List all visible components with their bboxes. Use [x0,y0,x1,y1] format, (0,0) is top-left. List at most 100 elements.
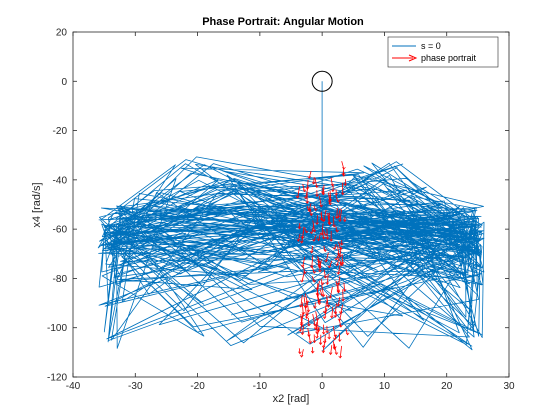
quiver-arrow-head [307,323,311,327]
quiver-arrow [308,332,311,344]
chart-title: Phase Portrait: Angular Motion [202,16,364,28]
y-tick-label: -80 [53,274,68,285]
quiver-arrow-head [307,175,311,179]
quiver-arrow-head [319,204,324,208]
quiver-arrow [317,280,320,290]
y-tick-label: -120 [47,373,67,384]
quiver-arrow-head [339,247,343,251]
start-point-circle [311,70,333,92]
quiver-arrow [312,314,316,327]
quiver-arrow-head [313,306,317,309]
quiver-arrow [320,278,323,285]
quiver-arrow-head [330,183,335,187]
quiver-arrow-head [312,238,316,242]
quiver-arrow [318,232,321,241]
quiver-arrow-head [309,213,314,217]
y-axis-label: x4 [rad/s] [31,182,43,227]
quiver-arrow [308,170,312,179]
quiver-arrow-head [333,337,337,341]
quiver-arrow-head [300,264,305,268]
quiver-arrow [313,177,315,184]
quiver-arrow-head [327,222,332,226]
quiver-arrow [326,297,329,308]
quiver-arrow [337,262,341,275]
quiver-arrow [311,225,315,234]
quiver-arrow-head [318,342,323,346]
quiver-arrow-head [335,229,339,233]
quiver-arrow [307,327,310,337]
quiver-arrow [310,208,312,216]
quiver-arrow [319,259,322,269]
quiver-arrow [316,295,320,305]
quiver-arrow [325,252,329,263]
legend-box [387,36,499,68]
quiver-arrow-head [315,318,320,322]
quiver-arrow [335,226,338,233]
quiver-arrow [336,257,340,266]
quiver-arrow-head [336,271,341,275]
quiver-arrow-head [304,230,309,234]
quiver-arrow-head [338,355,342,359]
quiver-arrow [329,286,333,299]
quiver-arrow-head [325,282,330,285]
quiver-arrow [323,245,326,252]
quiver-arrow [340,304,344,314]
quiver-arrow-head [323,310,327,314]
quiver-arrow-head [297,226,302,230]
quiver-arrow [339,209,342,222]
quiver-arrow-head [336,303,340,307]
quiver-arrow-head [333,314,338,318]
quiver-arrow [341,161,345,170]
legend: s = 0 phase portrait [387,36,499,68]
x-tick-label: 20 [441,381,453,392]
quiver-arrow [324,301,328,314]
quiver-arrow-head [338,254,342,258]
quiver-arrow [317,255,321,264]
quiver-arrow-head [321,350,326,354]
quiver-arrow-head [300,315,304,319]
quiver-arrow-head [320,232,324,236]
quiver-arrow-head [303,196,308,199]
quiver-arrow-head [327,265,332,269]
quiver-arrow-head [311,181,316,185]
quiver-arrow [316,215,318,225]
quiver-arrow-head [339,324,343,328]
quiver-arrow-head [327,336,331,340]
y-tick-label: -40 [53,175,68,186]
quiver-arrow-head [343,219,347,223]
quiver-arrow-head [329,238,333,242]
quiver-arrow [311,255,314,268]
quiver-arrow [338,332,341,342]
quiver-arrow-head [298,351,302,355]
quiver-arrow [301,349,304,358]
legend-arrow-head [408,54,418,62]
quiver-arrow-head [305,316,309,319]
quiver-arrow-head [321,192,326,196]
quiver-arrow-head [339,242,344,246]
quiver-arrow-head [315,335,319,339]
x-axis-label: x2 [rad] [273,393,310,405]
quiver-arrow [342,171,345,177]
quiver-arrow-head [309,265,314,269]
quiver-arrow [345,328,348,335]
quiver-arrow-head [336,282,341,286]
quiver-arrow-head [345,332,350,336]
quiver-arrow-head [296,239,301,242]
x-tick-label: 30 [503,381,515,392]
quiver-arrow [322,184,325,195]
quiver-arrow [323,269,326,278]
quiver-arrow [332,216,335,227]
quiver-arrow [338,276,341,285]
quiver-arrow-head [322,236,326,240]
quiver-arrow-head [321,219,325,222]
quiver-arrow-head [341,192,345,196]
quiver-arrow [302,184,305,192]
quiver-arrow [337,296,341,307]
quiver-arrow [300,294,303,308]
quiver-arrow-head [336,290,341,294]
quiver-arrow-head [298,329,302,332]
quiver-arrow-head [341,298,345,302]
quiver-arrow-head [299,304,303,308]
quiver-arrow [314,177,318,188]
